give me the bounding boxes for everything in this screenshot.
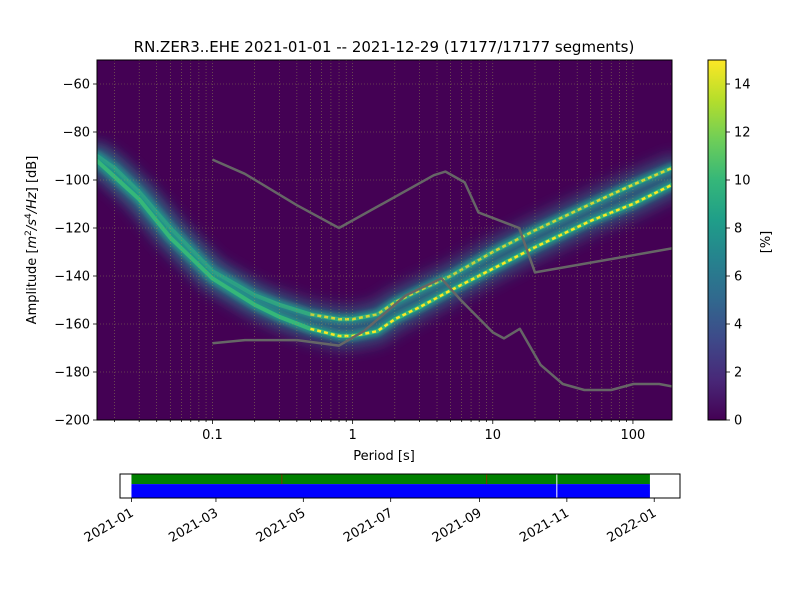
y-tick-label: −140 [54, 270, 90, 285]
colorbar-tick-label: 12 [734, 126, 751, 141]
timeline-ticks: 2021-01 2021-03 2021-05 2021-07 2021-09 2021-… [82, 498, 659, 546]
timeline-tick-label: 2021-11 [517, 506, 572, 546]
timeline-tick-label: 2021-09 [430, 506, 485, 546]
y-tick-label: −200 [54, 414, 90, 429]
density-peak [310, 166, 672, 321]
x-axis-label: Period [s] [353, 449, 415, 464]
plot-frame [96, 59, 673, 421]
plot-area: 0.1 1 10 100 −60 −80 −100 −120 −140 −160 −180 −200 [54, 59, 673, 443]
grid-layer [97, 60, 672, 420]
timeline-tick-label: 2021-03 [166, 506, 221, 546]
colorbar-tick-label: 0 [734, 414, 742, 429]
x-tick-label: 100 [621, 428, 646, 443]
timeline-used-bar [131, 484, 650, 498]
timeline-tick-label: 2021-05 [254, 506, 309, 546]
timeline-available-bar [131, 474, 650, 485]
colorbar-tick-label: 6 [734, 270, 742, 285]
y-tick-label: −120 [54, 222, 90, 237]
chart-title: RN.ZER3..EHE 2021-01-01 -- 2021-12-29 (1… [134, 38, 635, 56]
colorbar-tick-label: 2 [734, 366, 742, 381]
low-noise-model-line [212, 277, 672, 392]
y-axis-label: Amplitude [m2/s4/Hz] [dB] [24, 156, 40, 325]
timeline-bars [131, 474, 650, 498]
y-tick-label: −160 [54, 318, 90, 333]
y-axis-label-prefix: Amplitude [ [25, 248, 40, 324]
y-axis-label-unit-m: m [25, 236, 40, 249]
timeline: 2021-01 2021-03 2021-05 2021-07 2021-09 2021-… [82, 473, 681, 546]
density-peak [310, 183, 672, 338]
y-tick-label: −60 [63, 78, 90, 93]
y-axis-label-suffix: ] [dB] [25, 156, 40, 193]
colorbar-ticks: 0 2 4 6 8 10 12 14 [726, 78, 751, 429]
y-axis-label-unit-sup4: 4 [24, 213, 34, 219]
colorbar-label: [%] [759, 231, 774, 254]
timeline-frame [119, 473, 681, 499]
x-tick-label: 0.1 [202, 428, 223, 443]
y-axis-ticks: −60 −80 −100 −120 −140 −160 −180 −200 [54, 78, 97, 429]
high-noise-model-line [211, 158, 672, 274]
colorbar: 0 2 4 6 8 10 12 14 [%] [707, 59, 774, 429]
y-tick-label: −100 [54, 174, 90, 189]
density-ridge [97, 158, 672, 338]
x-tick-label: 10 [485, 428, 502, 443]
colorbar-tick-label: 8 [734, 222, 742, 237]
x-tick-label: 1 [348, 428, 356, 443]
colorbar-tick-label: 4 [734, 318, 742, 333]
timeline-tick-label: 2022-01 [605, 506, 660, 546]
timeline-tick-label: 2021-07 [341, 506, 396, 546]
y-tick-label: −80 [63, 126, 90, 141]
colorbar-gradient [707, 59, 727, 421]
timeline-tick-label: 2021-01 [82, 506, 137, 546]
x-axis-ticks: 0.1 1 10 100 [114, 420, 646, 443]
y-axis-label-unit-sup2: 2 [24, 230, 34, 236]
colorbar-tick-label: 10 [734, 174, 751, 189]
y-axis-label-unit-slash-s: /s [25, 219, 40, 231]
y-tick-label: −180 [54, 366, 90, 381]
noise-model-layer [211, 158, 672, 392]
colorbar-tick-label: 14 [734, 78, 751, 93]
y-axis-label-unit-hz: /Hz [25, 191, 40, 214]
